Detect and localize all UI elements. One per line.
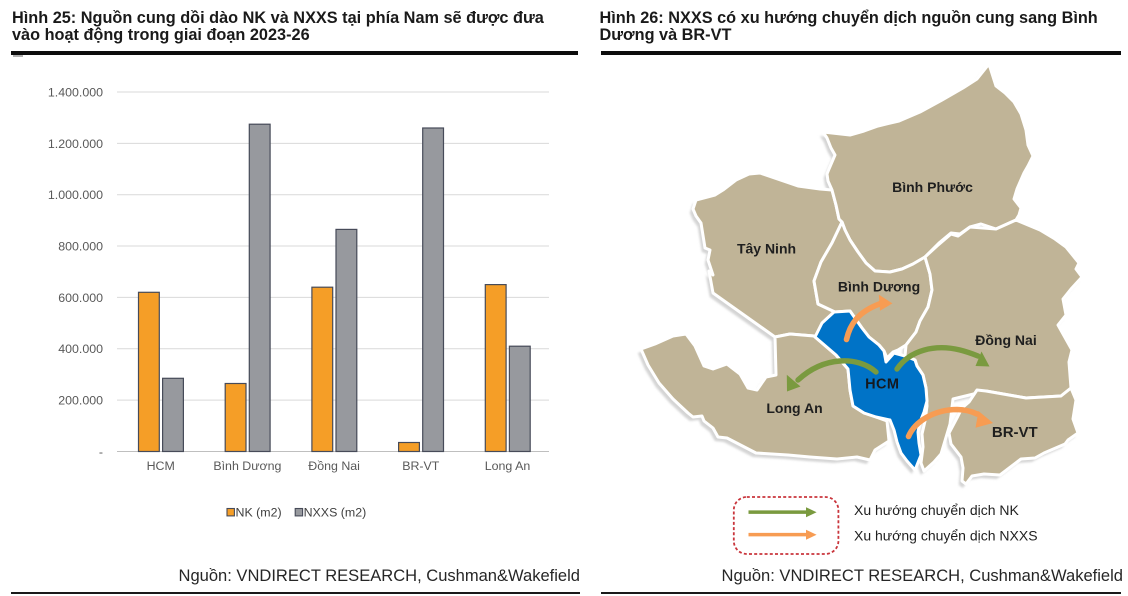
svg-text:-: -	[99, 445, 103, 459]
svg-text:Bình Dương: Bình Dương	[213, 459, 281, 473]
svg-text:NXXS (m2): NXXS (m2)	[304, 505, 367, 519]
svg-text:Đồng Nai: Đồng Nai	[975, 332, 1036, 348]
svg-text:HCM: HCM	[147, 459, 175, 473]
svg-text:600.000: 600.000	[58, 291, 103, 305]
svg-text:800.000: 800.000	[58, 240, 103, 254]
svg-text:1.400.000: 1.400.000	[48, 86, 103, 100]
svg-text:Long An: Long An	[766, 400, 822, 416]
svg-text:1.000.000: 1.000.000	[48, 188, 103, 202]
svg-text:Bình Phước: Bình Phước	[892, 179, 973, 195]
svg-text:NK (m2): NK (m2)	[236, 505, 282, 519]
svg-text:Tây Ninh: Tây Ninh	[737, 241, 796, 257]
svg-text:BR-VT: BR-VT	[402, 459, 440, 473]
svg-text:1.200.000: 1.200.000	[48, 137, 103, 151]
svg-text:200.000: 200.000	[58, 394, 103, 408]
svg-text:Xu hướng chuyển dịch NXXS: Xu hướng chuyển dịch NXXS	[854, 528, 1038, 544]
svg-text:Long An: Long An	[485, 459, 531, 473]
svg-text:Bình Dương: Bình Dương	[838, 279, 920, 295]
svg-text:Xu hướng chuyển dịch NK: Xu hướng chuyển dịch NK	[854, 502, 1020, 518]
svg-text:HCM: HCM	[865, 377, 899, 393]
svg-text:BR-VT: BR-VT	[992, 424, 1038, 441]
svg-text:400.000: 400.000	[58, 342, 103, 356]
svg-text:Đồng Nai: Đồng Nai	[308, 459, 360, 473]
